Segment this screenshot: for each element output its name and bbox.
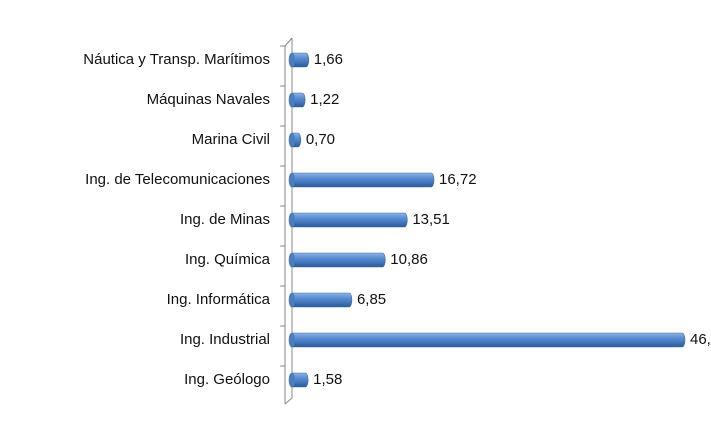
value-label: 46,91	[690, 331, 711, 348]
y-tick-label: Ing. de Minas	[180, 211, 270, 228]
bar-cap	[289, 53, 295, 67]
axis-top	[284, 37, 293, 47]
bar	[288, 52, 310, 68]
value-label: 1,22	[310, 91, 339, 108]
value-label: 1,66	[314, 51, 343, 68]
y-tick-label: Máquinas Navales	[147, 91, 270, 108]
y-tick-label: Náutica y Transp. Marítimos	[83, 51, 270, 68]
bar-body	[288, 252, 386, 268]
value-label: 10,86	[390, 251, 428, 268]
value-label: 13,51	[412, 211, 450, 228]
bar	[288, 132, 302, 148]
bar-body	[288, 332, 686, 348]
bar	[288, 92, 306, 108]
bar-body	[288, 172, 435, 188]
bar	[288, 212, 408, 228]
y-tick-label: Ing. Industrial	[180, 331, 270, 348]
bar-cap	[289, 133, 295, 147]
y-tick-label: Ing. de Telecomunicaciones	[85, 171, 270, 188]
y-tick-label: Marina Civil	[192, 131, 270, 148]
y-tick-label: Ing. Química	[185, 251, 271, 268]
bar	[288, 332, 686, 348]
bar-cap	[289, 253, 295, 267]
bar-cap	[289, 213, 295, 227]
bar-body	[288, 212, 408, 228]
y-tick-label: Ing. Informática	[167, 291, 271, 308]
bar	[288, 292, 353, 308]
value-label: 0,70	[306, 131, 335, 148]
bar-cap	[289, 173, 295, 187]
bar-cap	[289, 293, 295, 307]
bar-cap	[289, 93, 295, 107]
y-tick-label: Ing. Geólogo	[184, 371, 270, 388]
bar-cap	[289, 373, 295, 387]
axis-bottom	[284, 397, 293, 405]
bar-body	[288, 292, 353, 308]
bar	[288, 372, 309, 388]
value-label: 1,58	[313, 371, 342, 388]
bar	[288, 172, 435, 188]
value-label: 16,72	[439, 171, 477, 188]
bar	[288, 252, 386, 268]
bar-cap	[289, 333, 295, 347]
value-label: 6,85	[357, 291, 386, 308]
